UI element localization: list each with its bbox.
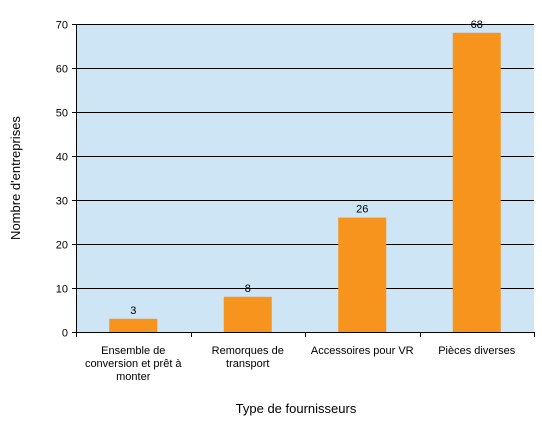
x-tick-label: Remorques de transport (212, 345, 284, 370)
bars (109, 32, 501, 333)
labels: 0 10 20 30 40 50 60 70 3 Ensemble de conversion et… (56, 19, 516, 383)
x-axis-title: Type de fournisseurs (236, 401, 357, 416)
bar (338, 217, 387, 332)
y-tick-label: 40 (56, 152, 68, 164)
data-label: 68 (471, 19, 483, 31)
y-tick-label: 70 (56, 20, 68, 32)
y-tick-label: 10 (56, 284, 68, 296)
bar (109, 318, 158, 332)
y-axis-title: Nombre d'entreprises (8, 116, 23, 240)
axes (72, 24, 535, 337)
x-tick-label: Accessoires pour VR (311, 345, 414, 357)
y-tick-label: 0 (62, 328, 68, 340)
data-label: 26 (356, 204, 368, 216)
y-tick-label: 50 (56, 108, 68, 120)
x-tick-label: Pièces diverses (438, 345, 516, 357)
x-tick-label: Ensemble de conversion et prêt à monter (85, 345, 182, 383)
bar (223, 296, 272, 332)
y-tick-label: 20 (56, 240, 68, 252)
data-label: 8 (245, 283, 251, 295)
data-label: 3 (130, 305, 136, 317)
bar (452, 32, 501, 333)
y-tick-label: 30 (56, 196, 68, 208)
y-tick-label: 60 (56, 64, 68, 76)
